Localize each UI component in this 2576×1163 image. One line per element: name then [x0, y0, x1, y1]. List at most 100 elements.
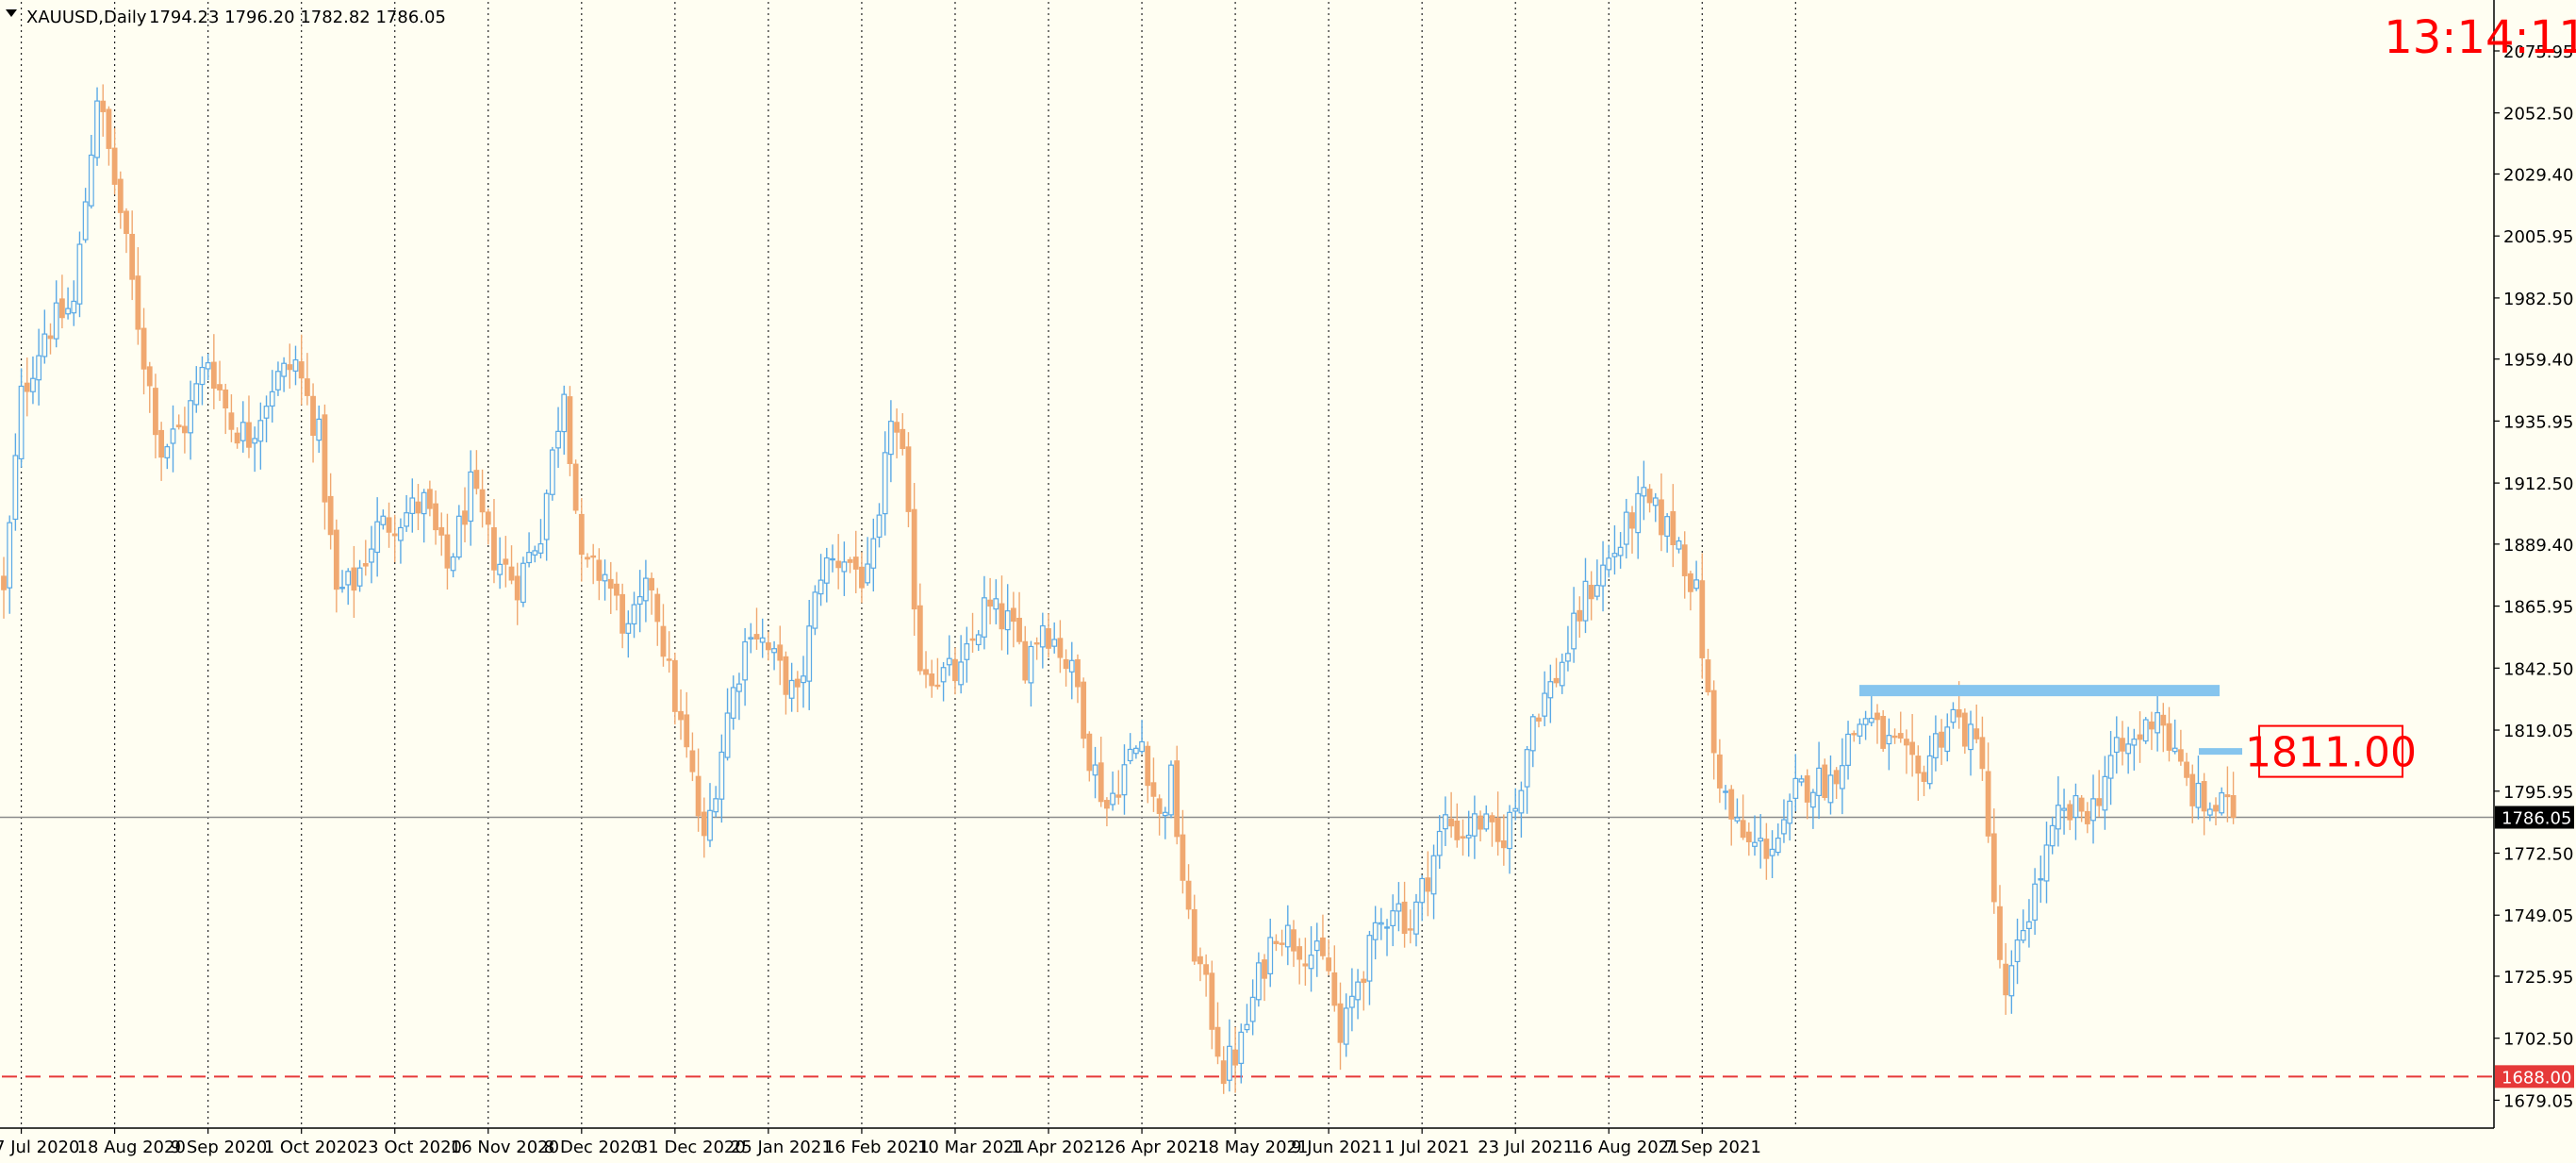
candle-body: [65, 307, 71, 315]
candle: [287, 343, 293, 390]
candle: [1390, 894, 1396, 947]
candle: [53, 280, 59, 348]
candle: [1478, 810, 1483, 842]
candle: [71, 280, 77, 326]
candle: [1792, 754, 1799, 812]
candle: [841, 541, 848, 596]
candle: [269, 370, 275, 423]
candle-body: [1343, 1007, 1349, 1045]
candle-body: [1932, 733, 1939, 758]
candle-body: [30, 377, 36, 392]
candle-body: [1787, 800, 1793, 824]
candle: [1046, 613, 1051, 658]
candle-body: [1460, 836, 1466, 839]
candle: [1430, 844, 1437, 920]
candle-body: [940, 667, 947, 683]
candle: [1623, 498, 1629, 559]
candle-body: [339, 587, 345, 590]
candle: [65, 287, 71, 320]
candle-body: [1571, 612, 1577, 650]
candle-body: [649, 577, 654, 590]
candle: [1745, 822, 1752, 856]
candle: [847, 557, 853, 573]
candle: [205, 353, 211, 381]
candle: [129, 210, 136, 301]
candle-body: [252, 438, 258, 444]
candle-body: [1939, 731, 1944, 748]
candle-body: [1868, 717, 1874, 723]
candle-body: [1769, 848, 1775, 856]
candle-body: [946, 657, 952, 666]
candle-body: [736, 683, 742, 692]
candle: [1004, 584, 1011, 655]
y-tick-label: 1982.50: [2503, 290, 2573, 309]
candle: [82, 188, 89, 243]
candle: [1582, 557, 1589, 634]
candle: [707, 783, 713, 848]
candle: [497, 537, 504, 590]
candle: [404, 494, 410, 532]
candle-body: [1489, 815, 1495, 822]
candle-body: [1956, 709, 1962, 718]
candle: [304, 353, 310, 406]
candle: [362, 540, 369, 576]
candle: [567, 386, 573, 476]
candle-body: [1688, 573, 1693, 592]
candle: [2038, 856, 2044, 904]
candle: [923, 651, 929, 689]
candle: [1681, 531, 1688, 599]
candle-body: [444, 534, 451, 569]
candle-body: [193, 383, 200, 406]
candle-body: [1127, 748, 1133, 762]
candle-body: [1267, 937, 1274, 974]
y-tick-label: 1772.50: [2503, 845, 2573, 865]
candle: [2201, 773, 2207, 836]
candle: [1191, 894, 1197, 965]
candle-body: [1390, 910, 1396, 926]
candle: [327, 473, 334, 550]
candle: [969, 612, 976, 653]
candle-body: [1758, 838, 1764, 842]
candle-body: [1145, 745, 1151, 787]
candle: [1600, 540, 1606, 612]
candle: [952, 647, 958, 695]
candle: [964, 626, 970, 683]
target-price-tag-box[interactable]: [2258, 724, 2403, 778]
candle: [684, 691, 690, 758]
candle: [1565, 625, 1571, 672]
candle-body: [298, 361, 305, 379]
candle-body: [153, 388, 158, 436]
candles: [1, 84, 2237, 1094]
candle-body: [1063, 658, 1069, 670]
candle: [1939, 719, 1944, 766]
candle-body: [1985, 771, 1991, 837]
candle-body: [322, 414, 328, 503]
candle: [2008, 950, 2015, 1014]
candle: [1180, 809, 1186, 894]
candle: [1542, 671, 1548, 726]
triangle-down-icon[interactable]: [6, 9, 17, 17]
candle: [181, 407, 188, 454]
x-tick-label: 25 Jan 2021: [731, 1138, 833, 1157]
candle: [1471, 795, 1478, 859]
candle-body: [2149, 721, 2155, 730]
candle: [1553, 657, 1560, 688]
candle-body: [228, 412, 235, 430]
candle-body: [53, 302, 59, 340]
candle: [210, 334, 217, 409]
candle-body: [170, 428, 176, 444]
candle-body: [409, 497, 416, 515]
candle-body: [468, 471, 474, 523]
candle-body: [695, 775, 702, 817]
candle-body: [333, 529, 339, 590]
candle-body: [730, 687, 736, 719]
candle: [660, 604, 667, 667]
candle: [1588, 571, 1594, 621]
candle-body: [631, 604, 637, 625]
candle-body: [1465, 834, 1472, 839]
candle: [1226, 1019, 1232, 1092]
candle: [713, 786, 719, 818]
